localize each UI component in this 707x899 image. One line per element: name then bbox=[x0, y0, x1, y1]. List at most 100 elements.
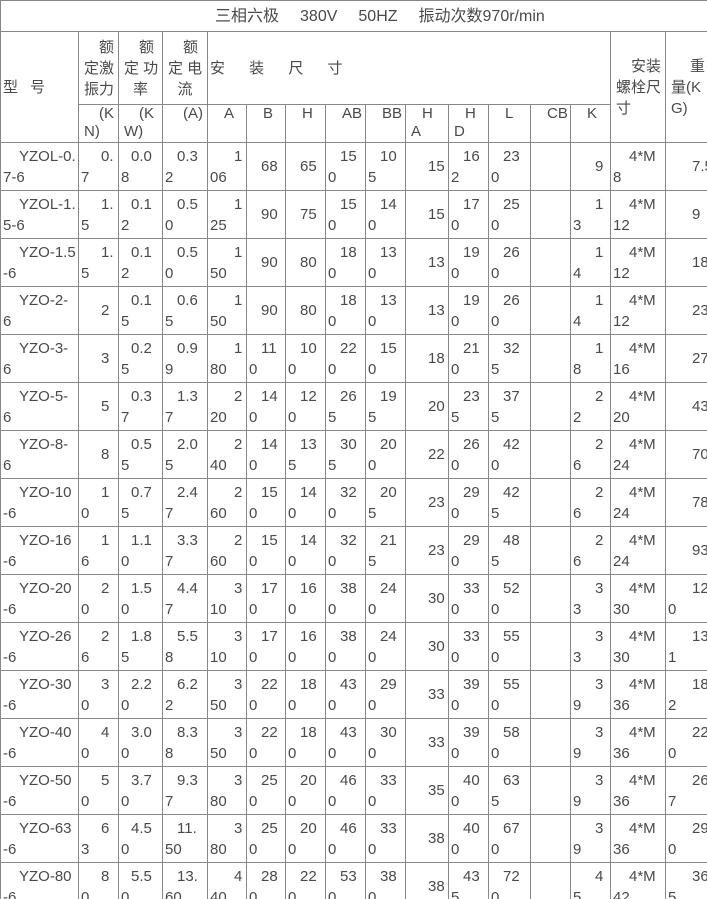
cell-cb bbox=[530, 814, 571, 863]
cell-a: 220 bbox=[207, 382, 247, 431]
cell-l: 550 bbox=[488, 622, 531, 671]
cell-ab: 320 bbox=[325, 526, 366, 575]
cell-hd: 190 bbox=[448, 286, 489, 335]
cell-bolt: 4*M12 bbox=[610, 190, 666, 239]
cell-hd: 260 bbox=[448, 430, 489, 479]
cell-h: 200 bbox=[285, 766, 326, 815]
cell-a: 380 bbox=[207, 814, 247, 863]
dim-label-l: L bbox=[488, 104, 531, 143]
cell-kn: 16 bbox=[78, 526, 119, 575]
cell-bolt: 4*M24 bbox=[610, 526, 666, 575]
table-row: YZOL-1.5-6 1.5 0.12 0.50 125 90 75 150 140 15 170 2… bbox=[0, 190, 707, 239]
cell-kw: 2.20 bbox=[118, 670, 163, 719]
header-line: AB bbox=[342, 105, 363, 123]
cell-ha: 30 bbox=[405, 574, 449, 623]
cell-bb: 195 bbox=[365, 382, 406, 431]
table-row: YZOL-0.7-6 0.7 0.08 0.32 106 68 65 150 105 15 162 2… bbox=[0, 142, 707, 191]
title-frequency: 50HZ bbox=[358, 7, 398, 25]
cell-a: 260 bbox=[207, 526, 247, 575]
cell-ab: 150 bbox=[325, 142, 366, 191]
cell-cb bbox=[530, 574, 571, 623]
cell-bb: 240 bbox=[365, 622, 406, 671]
header-line: 额 bbox=[183, 38, 199, 56]
cell-model: YZOL-1.5-6 bbox=[0, 190, 79, 239]
cell-k: 22 bbox=[570, 382, 611, 431]
cell-h: 80 bbox=[285, 286, 326, 335]
cell-kw: 0.12 bbox=[118, 190, 163, 239]
cell-a: 125 bbox=[207, 190, 247, 239]
cell-ha: 22 bbox=[405, 430, 449, 479]
cell-amp: 2.05 bbox=[162, 430, 208, 479]
cell-k: 26 bbox=[570, 526, 611, 575]
header-line: 螺栓尺 bbox=[616, 78, 662, 96]
cell-hd: 210 bbox=[448, 334, 489, 383]
cell-model: YZOL-0.7-6 bbox=[0, 142, 79, 191]
cell-a: 310 bbox=[207, 622, 247, 671]
unit-kw: (K W) bbox=[118, 104, 163, 143]
cell-wt: 267 bbox=[664, 766, 707, 815]
cell-kn: 1.5 bbox=[78, 238, 119, 287]
cell-bb: 140 bbox=[365, 190, 406, 239]
cell-b: 250 bbox=[246, 814, 286, 863]
cell-cb bbox=[530, 142, 571, 191]
cell-bolt: 4*M36 bbox=[610, 814, 666, 863]
header-line: 额 bbox=[139, 38, 155, 56]
cell-bolt: 4*M36 bbox=[610, 718, 666, 767]
cell-bolt: 4*M42 bbox=[610, 862, 666, 899]
cell-ab: 150 bbox=[325, 190, 366, 239]
cell-a: 260 bbox=[207, 478, 247, 527]
table-row: YZO-1.5-6 1.5 0.12 0.50 150 90 80 180 130 13 190 26… bbox=[0, 238, 707, 287]
cell-amp: 2.47 bbox=[162, 478, 208, 527]
table-row: YZO-50-6 50 3.70 9.37 380 250 200 460 330 35 400 63… bbox=[0, 766, 707, 815]
cell-a: 350 bbox=[207, 718, 247, 767]
cell-kn: 50 bbox=[78, 766, 119, 815]
cell-b: 170 bbox=[246, 622, 286, 671]
cell-kw: 0.55 bbox=[118, 430, 163, 479]
unit-amp: (A) bbox=[162, 104, 208, 143]
cell-kw: 1.85 bbox=[118, 622, 163, 671]
cell-b: 90 bbox=[246, 286, 286, 335]
header-line: 定 电 bbox=[168, 59, 203, 77]
cell-a: 106 bbox=[207, 142, 247, 191]
header-line: H bbox=[465, 105, 476, 123]
cell-kn: 20 bbox=[78, 574, 119, 623]
cell-h: 180 bbox=[285, 718, 326, 767]
cell-ha: 20 bbox=[405, 382, 449, 431]
header-line: 振力 bbox=[84, 80, 115, 98]
cell-hd: 162 bbox=[448, 142, 489, 191]
cell-bolt: 4*M20 bbox=[610, 382, 666, 431]
table-row: YZO-80-6 80 5.50 13.60 440 280 220 530 380 38 435 7… bbox=[0, 862, 707, 899]
cell-k: 45 bbox=[570, 862, 611, 899]
cell-bb: 200 bbox=[365, 430, 406, 479]
cell-h: 140 bbox=[285, 478, 326, 527]
cell-ha: 18 bbox=[405, 334, 449, 383]
cell-k: 18 bbox=[570, 334, 611, 383]
header-rated-current: 额定 电流 bbox=[162, 31, 208, 105]
cell-kn: 8 bbox=[78, 430, 119, 479]
cell-hd: 290 bbox=[448, 526, 489, 575]
cell-ha: 15 bbox=[405, 142, 449, 191]
cell-model: YZO-16-6 bbox=[0, 526, 79, 575]
cell-kw: 3.70 bbox=[118, 766, 163, 815]
cell-bolt: 4*M36 bbox=[610, 766, 666, 815]
header-line: CB bbox=[547, 105, 568, 123]
header-line: 率 bbox=[132, 80, 148, 98]
unit-kn: (K N) bbox=[78, 104, 119, 143]
cell-kn: 63 bbox=[78, 814, 119, 863]
header-line: 定 功 bbox=[124, 59, 159, 77]
cell-bolt: 4*M8 bbox=[610, 142, 666, 191]
cell-amp: 1.37 bbox=[162, 382, 208, 431]
title-voltage: 380V bbox=[300, 7, 338, 25]
cell-b: 140 bbox=[246, 382, 286, 431]
table-row: YZO-5-6 5 0.37 1.37 220 140 120 265 195 20 235 375 2… bbox=[0, 382, 707, 431]
cell-b: 150 bbox=[246, 526, 286, 575]
title-phase: 三相六极 bbox=[215, 7, 280, 25]
cell-b: 110 bbox=[246, 334, 286, 383]
cell-h: 160 bbox=[285, 574, 326, 623]
table-row: YZO-2-6 2 0.15 0.65 150 90 80 180 130 13 190 260 14 4… bbox=[0, 286, 707, 335]
cell-ha: 23 bbox=[405, 526, 449, 575]
cell-amp: 13.60 bbox=[162, 862, 208, 899]
cell-amp: 11.50 bbox=[162, 814, 208, 863]
cell-cb bbox=[530, 766, 571, 815]
cell-amp: 6.22 bbox=[162, 670, 208, 719]
